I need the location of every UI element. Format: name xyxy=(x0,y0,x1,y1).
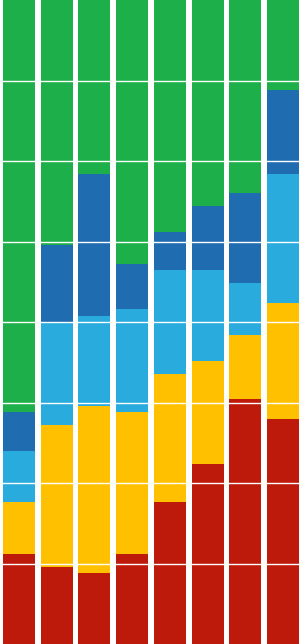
Bar xyxy=(40,0,73,245)
Bar xyxy=(267,90,299,174)
Bar xyxy=(267,303,299,419)
Bar xyxy=(229,193,262,283)
Bar xyxy=(267,0,299,90)
Bar xyxy=(154,374,186,502)
Bar xyxy=(116,309,148,412)
Bar xyxy=(267,419,299,644)
Bar xyxy=(116,264,148,309)
Bar xyxy=(116,0,148,264)
Bar xyxy=(154,0,186,232)
Bar xyxy=(3,412,35,451)
Bar xyxy=(154,502,186,644)
Bar xyxy=(78,316,111,406)
Bar xyxy=(229,335,262,399)
Bar xyxy=(78,174,111,316)
Bar xyxy=(78,573,111,644)
Bar xyxy=(229,399,262,644)
Bar xyxy=(40,425,73,567)
Bar xyxy=(3,0,35,412)
Bar xyxy=(229,0,262,193)
Bar xyxy=(78,0,111,174)
Bar xyxy=(40,245,73,322)
Bar xyxy=(116,554,148,644)
Bar xyxy=(3,554,35,644)
Bar xyxy=(3,502,35,554)
Bar xyxy=(191,0,224,206)
Bar xyxy=(191,361,224,464)
Bar xyxy=(267,174,299,303)
Bar xyxy=(3,451,35,502)
Bar xyxy=(154,270,186,374)
Bar xyxy=(40,567,73,644)
Bar xyxy=(78,406,111,573)
Bar xyxy=(40,322,73,425)
Bar xyxy=(191,206,224,270)
Bar xyxy=(116,412,148,554)
Bar xyxy=(229,283,262,335)
Bar xyxy=(191,270,224,361)
Bar xyxy=(191,464,224,644)
Bar xyxy=(154,232,186,270)
